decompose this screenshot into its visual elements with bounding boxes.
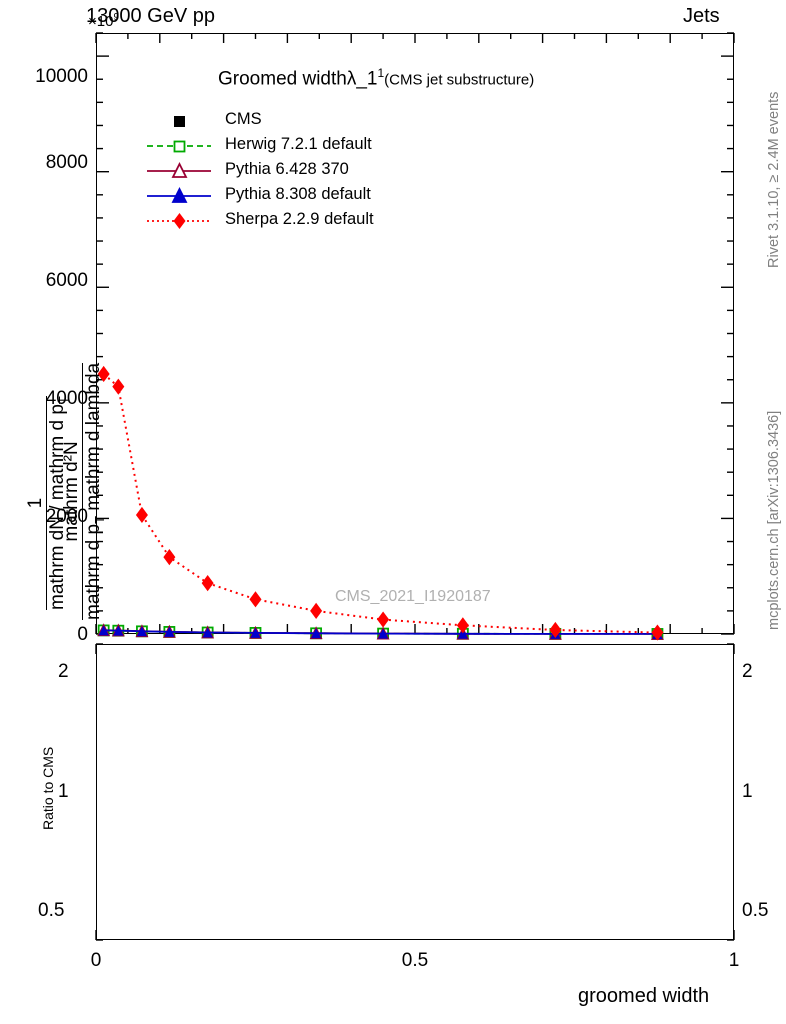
data-marker xyxy=(651,624,664,641)
series-sherpa xyxy=(97,365,664,641)
legend-item-herwig[interactable]: Herwig 7.2.1 default xyxy=(145,133,445,158)
cms-marker-icon xyxy=(145,108,215,133)
data-marker xyxy=(378,628,389,639)
y-tick-label-10000: 10000 xyxy=(35,66,88,87)
mcplots-credit-label: mcplots.cern.ch [arXiv:1306.3436] xyxy=(766,410,782,630)
rivet-version-label: Rivet 3.1.10, ≥ 2.4M events xyxy=(766,91,782,268)
data-marker xyxy=(377,611,390,628)
pythia6-marker-icon xyxy=(145,158,215,183)
data-marker xyxy=(457,628,468,639)
legend-label-cms: CMS xyxy=(225,110,262,128)
data-marker xyxy=(98,625,109,636)
y-tick-label-2000: 2000 xyxy=(45,506,88,527)
legend-item-sherpa[interactable]: Sherpa 2.2.9 default xyxy=(145,208,445,233)
y-tick-label-4000: 4000 xyxy=(45,388,88,409)
data-marker xyxy=(311,628,322,639)
legend-label-pythia8: Pythia 8.308 default xyxy=(225,185,371,203)
data-marker xyxy=(113,625,124,636)
data-marker xyxy=(136,626,147,637)
ratio-plot-frame xyxy=(96,644,734,940)
main-plot-frame xyxy=(96,33,734,634)
plot-title: Groomed widthλ_11(CMS jet substructure) xyxy=(218,66,535,90)
legend: CMS Herwig 7.2.1 default Pythia 6.428 37… xyxy=(145,108,445,233)
y-scale-exponent-label: ×109 xyxy=(88,12,120,30)
legend-item-cms[interactable]: CMS xyxy=(145,108,445,133)
data-marker xyxy=(249,591,262,608)
analysis-id-watermark: CMS_2021_I1920187 xyxy=(335,588,491,605)
ratio-tick-label-right-2: 2 xyxy=(742,661,753,682)
x-axis-title: groomed width xyxy=(578,985,710,1007)
data-marker xyxy=(202,627,213,638)
data-marker xyxy=(97,365,110,383)
data-marker xyxy=(250,627,261,638)
y-tick-label-6000: 6000 xyxy=(45,270,88,291)
data-marker xyxy=(135,506,148,524)
ratio-tick-label-2: 2 xyxy=(58,661,69,682)
data-marker xyxy=(456,617,469,634)
process-label: Jets xyxy=(683,5,720,27)
x-tick-label-0.5: 0.5 xyxy=(401,950,429,971)
legend-label-pythia6: Pythia 6.428 370 xyxy=(225,160,349,178)
herwig-marker-icon xyxy=(145,133,215,158)
data-marker xyxy=(310,602,323,619)
legend-item-pythia6[interactable]: Pythia 6.428 370 xyxy=(145,158,445,183)
y-axis-title-inner: mathrm d²N mathrm d pT mathrm d lambda xyxy=(61,362,107,620)
data-marker xyxy=(112,378,125,395)
legend-item-pythia8[interactable]: Pythia 8.308 default xyxy=(145,183,445,208)
x-tick-label-0: 0 xyxy=(90,950,102,971)
y-tick-label-0: 0 xyxy=(77,624,88,645)
legend-label-herwig: Herwig 7.2.1 default xyxy=(225,135,372,153)
ratio-tick-label-right-0.5: 0.5 xyxy=(742,900,769,921)
ratio-tick-label-1: 1 xyxy=(58,781,69,802)
ratio-axis-title: Ratio to CMS xyxy=(40,746,56,830)
beam-energy-label: 13000 GeV pp xyxy=(86,5,215,27)
y-tick-label-8000: 8000 xyxy=(45,152,88,173)
ratio-tick-label-right-1: 1 xyxy=(742,781,753,802)
ratio-tick-label-0.5: 0.5 xyxy=(38,900,65,921)
sherpa-marker-icon xyxy=(145,208,215,233)
data-marker xyxy=(164,626,175,637)
data-marker xyxy=(163,549,176,566)
legend-label-sherpa: Sherpa 2.2.9 default xyxy=(225,210,374,228)
data-marker xyxy=(201,575,214,592)
data-marker xyxy=(549,621,562,639)
x-tick-label-1: 1 xyxy=(728,950,740,971)
pythia8-marker-icon xyxy=(145,183,215,208)
